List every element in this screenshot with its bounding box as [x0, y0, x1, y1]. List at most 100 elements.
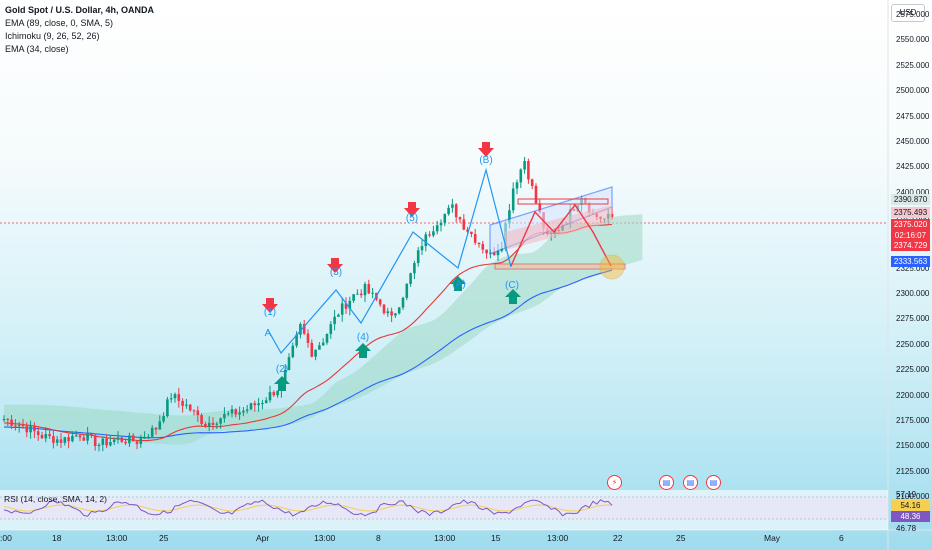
candle-body [192, 410, 196, 412]
wave-label: (B) [479, 155, 492, 166]
buy-arrow-icon [450, 276, 466, 291]
rsi-line [3, 499, 613, 517]
candle-body [253, 403, 257, 406]
candle-body [86, 433, 89, 441]
candle-body [337, 314, 340, 317]
time-tick: 13:00 [434, 533, 456, 543]
candle-body [451, 204, 454, 208]
candle-body [473, 234, 477, 243]
time-tick: 15 [491, 533, 501, 543]
ichimoku-cloud [4, 214, 643, 445]
candle-body [29, 426, 32, 433]
candle-body [200, 415, 203, 424]
candle-body [435, 225, 439, 232]
price-tick: 2100.000 [896, 492, 930, 501]
candle-body [97, 444, 101, 447]
price-tick: 2125.000 [896, 466, 930, 476]
countdown-badge: 02:16:07 [891, 230, 930, 241]
candle-body [147, 436, 150, 438]
candle-body [249, 403, 253, 410]
rsi-ma-line [3, 504, 613, 512]
candle-body [105, 438, 108, 446]
candle-body [242, 410, 245, 413]
candle-body [390, 311, 393, 316]
candle-body [527, 161, 530, 180]
candle-body [428, 234, 431, 236]
lightning-event-icon[interactable]: ⚡ [607, 475, 622, 490]
candle-body [74, 435, 78, 437]
wave-label: A [265, 328, 272, 339]
candle-body [128, 435, 131, 444]
candle-body [268, 392, 272, 401]
candle-body [470, 231, 473, 235]
us-flag-event-icon[interactable]: ▤ [659, 475, 674, 490]
candle-body [139, 438, 143, 444]
candle-body [481, 244, 485, 250]
time-tick: 13:00 [106, 533, 128, 543]
rsi-badge-value: 54.16 [891, 500, 930, 511]
candle-body [135, 441, 139, 444]
buy-arrow-icon [355, 343, 371, 358]
candle-body [101, 438, 105, 445]
candle-body [424, 234, 428, 247]
candle-body [185, 404, 188, 406]
wave-label: (3) [330, 267, 342, 278]
time-tick: 6 [839, 533, 844, 543]
price-tick: 2525.000 [896, 60, 930, 70]
candle-body [112, 439, 116, 443]
candle-body [230, 409, 234, 414]
candle-body [534, 185, 538, 204]
candle-body [462, 219, 466, 230]
sell-arrow-icon [327, 258, 343, 273]
price-tick: 2425.000 [896, 162, 930, 172]
rsi-tick: 57.19 [896, 490, 917, 499]
candle-body [333, 316, 336, 325]
candle-body [223, 413, 226, 419]
indicator-ichimoku[interactable]: Ichimoku (9, 26, 52, 26) [5, 31, 100, 41]
time-tick: May [764, 533, 781, 543]
wave-label: (2) [276, 364, 288, 375]
price-tick: 2175.000 [896, 415, 930, 425]
wave-label: (C) [505, 280, 519, 291]
candle-body [352, 294, 355, 301]
chart-legend: Gold Spot / U.S. Dollar, 4h, OANDA EMA (… [5, 4, 154, 56]
candle-body [348, 300, 352, 309]
price-tick: 2550.000 [896, 35, 930, 45]
candle-body [511, 188, 515, 211]
price-badge-ema89: 2333.563 [891, 256, 930, 267]
price-tick: 2275.000 [896, 314, 930, 324]
candle-body [67, 437, 70, 442]
candle-body [93, 435, 97, 447]
candle-body [143, 437, 146, 439]
candle-body [447, 207, 450, 215]
candle-body [154, 427, 158, 430]
rsi-legend[interactable]: RSI (14, close, SMA, 14, 2) [4, 494, 107, 504]
candle-body [150, 427, 154, 437]
candle-body [420, 246, 424, 251]
candle-body [14, 425, 17, 427]
candle-body [416, 250, 420, 264]
candle-body [287, 357, 291, 370]
price-tick: 2225.000 [896, 365, 930, 375]
candle-body [78, 435, 82, 438]
candle-body [63, 437, 67, 443]
candle-body [276, 390, 279, 396]
price-tick: 2475.000 [896, 111, 930, 121]
indicator-ema89[interactable]: EMA (89, close, 0, SMA, 5) [5, 18, 114, 28]
symbol-title[interactable]: Gold Spot / U.S. Dollar, 4h, OANDA [5, 5, 155, 15]
candle-body [131, 435, 135, 442]
wave-label: (4) [357, 332, 369, 343]
candle-body [44, 434, 48, 439]
price-badge-close: 2374.729 [891, 240, 930, 251]
us-flag-event-icon[interactable]: ▤ [706, 475, 721, 490]
indicator-ema34[interactable]: EMA (34, close) [5, 44, 69, 54]
candle-body [325, 333, 329, 343]
candle-body [413, 263, 416, 274]
currency-button[interactable]: USD [891, 4, 925, 22]
candle-body [10, 419, 13, 426]
candle-body [439, 222, 443, 226]
rsi-tick: 46.78 [896, 524, 917, 533]
us-flag-event-icon[interactable]: ▤ [683, 475, 698, 490]
candle-body [109, 442, 112, 446]
